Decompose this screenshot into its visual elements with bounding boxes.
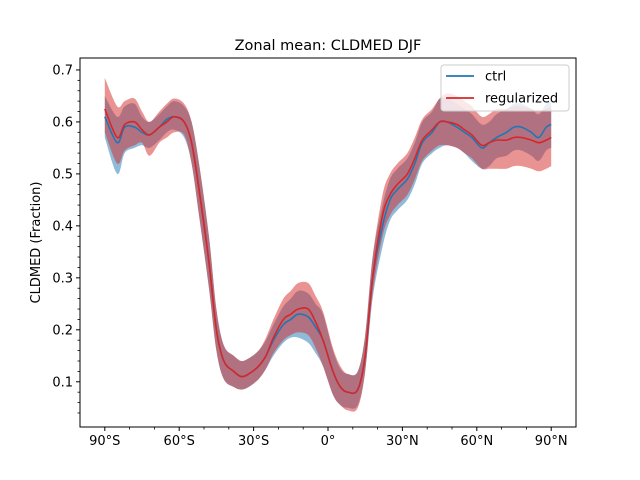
x-tick-label: 0° xyxy=(321,434,336,449)
y-tick-label: 0.7 xyxy=(52,63,73,78)
x-tick-label: 90°N xyxy=(535,434,568,449)
legend: ctrl regularized xyxy=(440,64,570,112)
y-tick-label: 0.4 xyxy=(52,219,73,234)
x-tick-label: 60°N xyxy=(460,434,493,449)
y-tick-label: 0.1 xyxy=(52,375,73,390)
y-tick-label: 0.2 xyxy=(52,323,73,338)
series-lines xyxy=(104,108,552,395)
axes: 90°S 60°S 30°S 0° 30°N 60°N 90°N 0.1 0.2 0.3 0.4 0.… xyxy=(52,57,577,449)
y-tick-label: 0.5 xyxy=(52,167,73,182)
legend-label-ctrl: ctrl xyxy=(485,70,506,85)
line-regularized xyxy=(104,108,552,395)
y-tick-label: 0.3 xyxy=(52,271,73,286)
uncertainty-bands xyxy=(104,77,552,412)
x-tick-label: 90°S xyxy=(89,434,120,449)
chart-title: Zonal mean: CLDMED DJF xyxy=(235,38,422,54)
x-tick-label: 30°S xyxy=(238,434,269,449)
x-tick-label: 60°S xyxy=(164,434,195,449)
legend-label-regularized: regularized xyxy=(485,92,558,107)
y-tick-label: 0.6 xyxy=(52,115,73,130)
x-tick-label: 30°N xyxy=(386,434,419,449)
y-axis-label: CLDMED (Fraction) xyxy=(29,182,44,304)
band-regularized xyxy=(104,77,552,412)
